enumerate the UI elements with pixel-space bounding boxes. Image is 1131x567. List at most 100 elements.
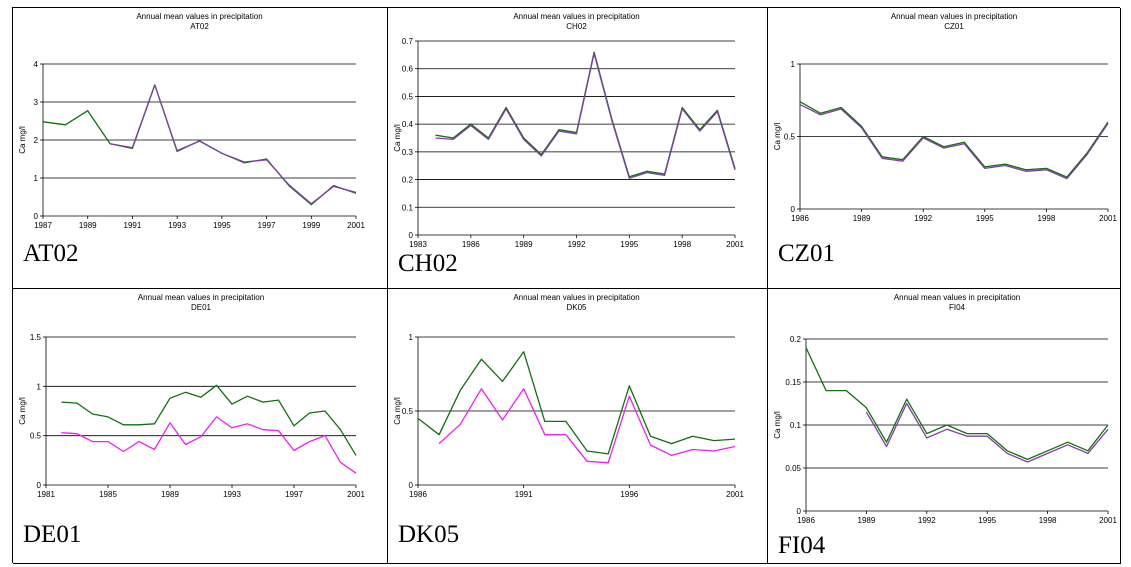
chart-cell-cz01: Annual mean values in precipitation CZ01 0… <box>768 8 1121 289</box>
x-tick-label: 2001 <box>347 221 365 230</box>
x-tick-label: 1981 <box>37 490 55 499</box>
x-tick-label: 1991 <box>124 221 142 230</box>
x-tick-label: 1998 <box>673 240 691 249</box>
y-axis-label: Ca mg/l <box>393 124 402 152</box>
chart-title: Annual mean values in precipitation <box>138 293 264 302</box>
y-tick-label: 0.5 <box>402 407 414 416</box>
x-tick-label: 1989 <box>79 221 97 230</box>
y-axis-label: Ca mg/l <box>18 397 27 425</box>
x-tick-label: 1992 <box>918 516 936 525</box>
chart-cell-fi04: Annual mean values in precipitation FI04 0… <box>768 289 1121 564</box>
y-tick-label: 4 <box>34 60 39 69</box>
x-tick-label: 1998 <box>1039 516 1057 525</box>
x-tick-label: 1997 <box>285 490 303 499</box>
x-tick-label: 1993 <box>168 221 186 230</box>
chart-title: Annual mean values in precipitation <box>894 293 1020 302</box>
x-tick-label: 1987 <box>34 221 52 230</box>
x-tick-label: 1986 <box>797 516 815 525</box>
chart-subtitle: CZ01 <box>944 22 964 31</box>
series-line-1 <box>805 347 1109 461</box>
series-line-2 <box>799 104 1109 180</box>
y-tick-label: 0.2 <box>402 176 414 185</box>
y-tick-label: 0.3 <box>402 148 414 157</box>
y-tick-label: 0.5 <box>784 133 796 142</box>
chart-title: Annual mean values in precipitation <box>891 12 1017 21</box>
y-tick-label: 0 <box>791 205 796 214</box>
series-line-2 <box>61 416 357 474</box>
y-axis-label: Ca mg/l <box>773 411 782 439</box>
x-tick-label: 1998 <box>1038 214 1056 223</box>
chart-cell-dk05: Annual mean values in precipitation DK05 0… <box>388 289 768 564</box>
y-axis-label: Ca mg/l <box>773 122 782 150</box>
y-tick-label: 0.7 <box>402 37 414 46</box>
y-tick-label: 0 <box>34 212 39 221</box>
series-line-1 <box>435 51 736 178</box>
x-tick-label: 1985 <box>99 490 117 499</box>
x-tick-label: 1996 <box>620 490 638 499</box>
y-tick-label: 0 <box>797 507 802 516</box>
x-tick-label: 1995 <box>213 221 231 230</box>
y-tick-label: 0.4 <box>402 120 414 129</box>
chart-title: Annual mean values in precipitation <box>513 293 639 302</box>
station-label-cz01: CZ01 <box>778 240 835 267</box>
series-line-2 <box>865 402 1109 463</box>
x-tick-label: 1999 <box>302 221 320 230</box>
y-tick-label: 0.6 <box>402 65 414 74</box>
chart-title: Annual mean values in precipitation <box>513 12 639 21</box>
y-tick-label: 1.5 <box>30 333 42 342</box>
y-axis-label: Ca mg/l <box>393 397 402 425</box>
x-tick-label: 1986 <box>791 214 809 223</box>
y-tick-label: 0 <box>409 231 414 240</box>
x-tick-label: 2001 <box>1099 516 1117 525</box>
y-tick-label: 0.1 <box>402 203 414 212</box>
y-tick-label: 1 <box>34 174 39 183</box>
station-label-ch02: CH02 <box>398 250 458 277</box>
chart-cell-ch02: Annual mean values in precipitation CH02 0… <box>388 8 768 289</box>
x-tick-label: 1989 <box>853 214 871 223</box>
x-tick-label: 1989 <box>858 516 876 525</box>
x-tick-label: 1991 <box>515 490 533 499</box>
y-tick-label: 0.15 <box>785 378 801 387</box>
series-line-1 <box>61 384 357 456</box>
y-tick-label: 0.5 <box>402 92 414 101</box>
y-tick-label: 3 <box>34 98 39 107</box>
station-label-de01: DE01 <box>23 521 82 548</box>
x-tick-label: 2001 <box>726 490 744 499</box>
series-line-1 <box>799 101 1109 178</box>
y-tick-label: 2 <box>34 136 39 145</box>
chart-subtitle: CH02 <box>566 22 587 31</box>
y-tick-label: 0.2 <box>790 335 802 344</box>
x-tick-label: 1989 <box>515 240 533 249</box>
x-tick-label: 1993 <box>223 490 241 499</box>
chart-subtitle: DE01 <box>191 303 212 312</box>
y-tick-label: 0.5 <box>30 432 42 441</box>
y-axis-label: Ca mg/l <box>18 126 27 154</box>
x-tick-label: 1995 <box>620 240 638 249</box>
x-tick-label: 1995 <box>976 214 994 223</box>
y-tick-label: 0 <box>409 481 414 490</box>
y-tick-label: 0.05 <box>785 464 801 473</box>
x-tick-label: 1995 <box>978 516 996 525</box>
station-label-dk05: DK05 <box>398 521 460 548</box>
x-tick-label: 2001 <box>1099 214 1117 223</box>
series-line-1 <box>42 84 357 206</box>
x-tick-label: 1986 <box>409 490 427 499</box>
series-line-2 <box>438 388 736 464</box>
x-tick-label: 1989 <box>161 490 179 499</box>
x-tick-label: 2001 <box>347 490 365 499</box>
chart-subtitle: DK05 <box>566 303 587 312</box>
chart-subtitle: AT02 <box>190 22 209 31</box>
y-tick-label: 1 <box>37 382 42 391</box>
x-tick-label: 1992 <box>914 214 932 223</box>
chart-cell-at02: Annual mean values in precipitation AT02 0… <box>13 8 388 289</box>
y-tick-label: 1 <box>791 60 796 69</box>
chart-subtitle: FI04 <box>949 303 966 312</box>
station-label-at02: AT02 <box>23 240 79 267</box>
x-tick-label: 1983 <box>409 240 427 249</box>
series-line-2 <box>109 84 357 205</box>
